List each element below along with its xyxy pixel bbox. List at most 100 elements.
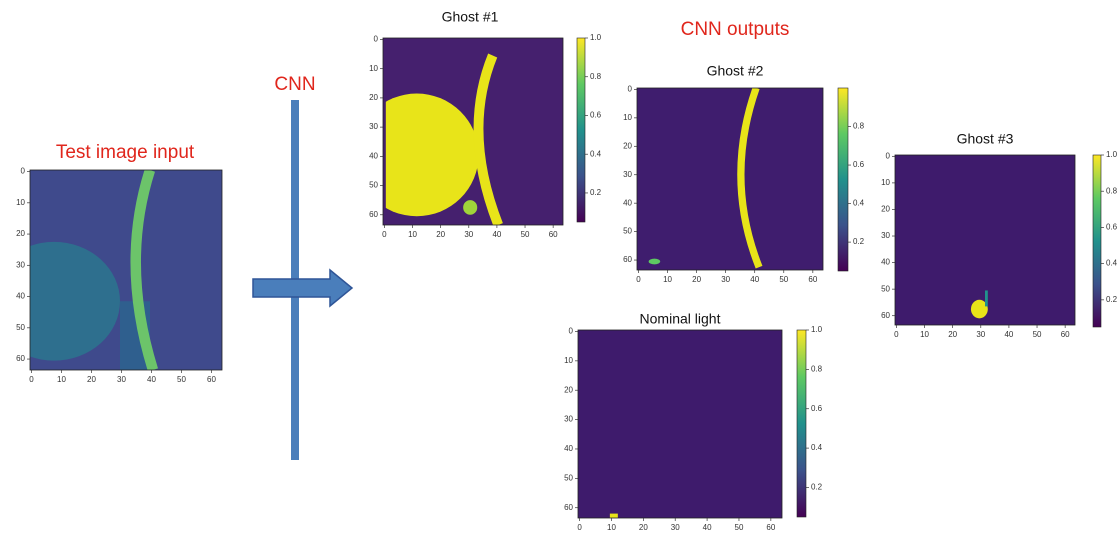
colorbar-tick-label: 0.8 (1106, 186, 1118, 195)
panel: Ghost #3001010202030304040505060601.00.8… (881, 131, 1118, 339)
y-tick-label: 60 (623, 255, 632, 264)
y-tick-label: 0 (628, 85, 633, 94)
y-tick-label: 20 (881, 205, 890, 214)
panel-title: Ghost #3 (957, 131, 1014, 147)
x-tick-label: 0 (894, 330, 899, 339)
panel: Nominal light001010202030304040505060601… (564, 311, 823, 532)
x-tick-label: 30 (976, 330, 985, 339)
y-tick-label: 10 (623, 113, 632, 122)
x-tick-label: 30 (671, 523, 680, 532)
colorbar-tick-label: 0.6 (590, 111, 602, 120)
x-tick-label: 40 (750, 275, 759, 284)
colorbar-tick-label: 0.4 (853, 199, 865, 208)
image-content (610, 514, 618, 518)
x-tick-label: 20 (436, 230, 445, 239)
y-tick-label: 10 (369, 64, 378, 73)
panel: Ghost #2001010202030304040505060600.80.6… (623, 63, 865, 284)
y-tick-label: 50 (369, 181, 378, 190)
panel-title: Test image input (56, 142, 195, 163)
image-feature (649, 259, 661, 265)
y-tick-label: 60 (16, 354, 25, 363)
y-tick-label: 0 (21, 167, 26, 176)
x-tick-label: 40 (147, 375, 156, 384)
x-tick-label: 30 (464, 230, 473, 239)
y-tick-label: 40 (623, 198, 632, 207)
colorbar-tick-label: 0.4 (1106, 259, 1118, 268)
y-tick-label: 30 (369, 122, 378, 131)
y-tick-label: 60 (564, 503, 573, 512)
x-tick-label: 40 (1004, 330, 1013, 339)
x-tick-label: 10 (607, 523, 616, 532)
image (0, 170, 222, 370)
x-tick-label: 50 (779, 275, 788, 284)
x-tick-label: 20 (948, 330, 957, 339)
y-tick-label: 0 (569, 327, 574, 336)
image (355, 38, 563, 225)
colorbar-tick-label: 0.2 (811, 483, 823, 492)
x-tick-label: 60 (549, 230, 558, 239)
colorbar-tick-label: 1.0 (590, 33, 602, 42)
y-tick-label: 0 (886, 151, 891, 160)
panel-title: Ghost #2 (707, 63, 764, 79)
y-tick-label: 30 (881, 231, 890, 240)
panel: Test image input001010202030304040505060… (0, 142, 222, 384)
x-tick-label: 50 (735, 523, 744, 532)
y-tick-label: 50 (16, 323, 25, 332)
colorbar-tick-label: 0.8 (590, 72, 602, 81)
colorbar (838, 88, 848, 271)
x-tick-label: 20 (639, 523, 648, 532)
image (895, 155, 1075, 325)
panel-title: Ghost #1 (442, 9, 499, 25)
colorbar (797, 330, 806, 517)
x-tick-label: 10 (408, 230, 417, 239)
x-tick-label: 20 (87, 375, 96, 384)
y-tick-label: 10 (881, 178, 890, 187)
colorbar (577, 38, 585, 222)
image-feature (463, 200, 477, 215)
y-tick-label: 40 (16, 292, 25, 301)
x-tick-label: 50 (1033, 330, 1042, 339)
x-tick-label: 40 (703, 523, 712, 532)
image (637, 88, 823, 270)
image-bg (578, 330, 782, 518)
colorbar (1093, 155, 1101, 327)
y-tick-label: 0 (374, 35, 379, 44)
colorbar-tick-label: 0.2 (853, 237, 865, 246)
y-tick-label: 50 (623, 227, 632, 236)
colorbar-tick-label: 1.0 (1106, 150, 1118, 159)
x-tick-label: 10 (920, 330, 929, 339)
colorbar-tick-label: 0.6 (811, 404, 823, 413)
colorbar-tick-label: 0.4 (811, 443, 823, 452)
colorbar-tick-label: 0.2 (1106, 295, 1118, 304)
x-tick-label: 40 (492, 230, 501, 239)
x-tick-label: 30 (117, 375, 126, 384)
image-feature (377, 91, 385, 220)
y-tick-label: 50 (881, 284, 890, 293)
y-tick-label: 60 (881, 311, 890, 320)
colorbar-tick-label: 1.0 (811, 325, 823, 334)
x-tick-label: 10 (57, 375, 66, 384)
outputs-label: CNN outputs (681, 19, 790, 40)
x-tick-label: 0 (577, 523, 582, 532)
image (578, 330, 782, 518)
colorbar-tick-label: 0.8 (811, 364, 823, 373)
x-tick-label: 0 (29, 375, 34, 384)
y-tick-label: 40 (369, 151, 378, 160)
y-tick-label: 30 (16, 260, 25, 269)
x-tick-label: 0 (382, 230, 387, 239)
x-tick-label: 60 (808, 275, 817, 284)
y-tick-label: 50 (564, 473, 573, 482)
image-feature (610, 514, 618, 518)
y-tick-label: 40 (881, 258, 890, 267)
colorbar-tick-label: 0.6 (1106, 223, 1118, 232)
colorbar-tick-label: 0.8 (853, 122, 865, 131)
image-feature (985, 290, 988, 306)
panel: Ghost #1001010202030304040505060601.00.8… (355, 9, 602, 239)
y-tick-label: 60 (369, 210, 378, 219)
x-tick-label: 60 (207, 375, 216, 384)
y-tick-label: 20 (16, 229, 25, 238)
x-tick-label: 50 (521, 230, 530, 239)
arrow (253, 270, 352, 306)
y-tick-label: 10 (564, 356, 573, 365)
cnn-label: CNN (274, 74, 315, 95)
